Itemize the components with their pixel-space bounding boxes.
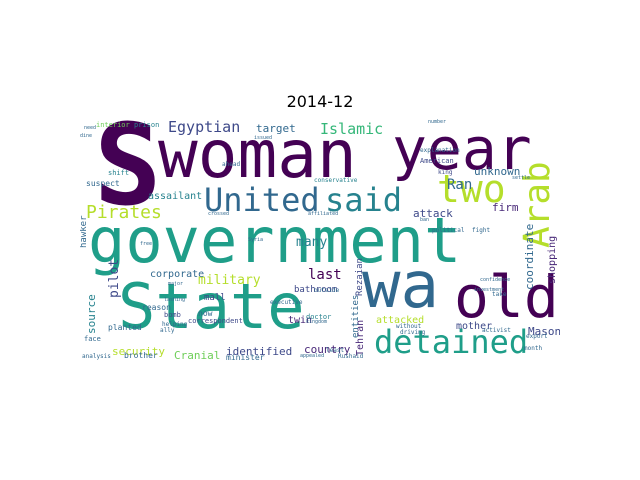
word-unknown: unknown (474, 165, 521, 178)
word-entities: entities (351, 294, 361, 338)
word-hawker: hawker (80, 215, 89, 248)
word-ran: Ran (447, 177, 473, 193)
word-islamic: Islamic (320, 120, 384, 138)
word-coordinate: coordinate (523, 223, 536, 290)
word-take: take (492, 291, 507, 298)
word-military: military (198, 273, 261, 288)
word-rezaian: Rezaian (355, 258, 365, 296)
word-affiliated: affiliated (308, 211, 339, 217)
word-ban: ban (420, 217, 430, 223)
word-suspect: suspect (86, 179, 120, 188)
word-assailant: assailant (148, 191, 203, 202)
word-month: month (524, 345, 543, 352)
word-last: last (308, 267, 342, 283)
word-confidence: confidence (480, 277, 511, 283)
word-activist: activist (482, 327, 511, 334)
word-executive: executive (270, 299, 303, 306)
word-many: many (296, 235, 328, 250)
word-driving: driving (400, 329, 426, 336)
word-dine: dine (80, 133, 93, 139)
word-shopping: shopping (547, 235, 558, 284)
word-minister: minister (226, 353, 265, 362)
word-planted: planted (108, 323, 142, 332)
word-helping: helping (162, 321, 188, 328)
word-prison: prison (134, 121, 160, 129)
word-said: said (325, 181, 403, 219)
word-two: two (437, 167, 506, 211)
word-attacked: attacked (376, 315, 425, 326)
word-bathroom: bathroom (294, 285, 338, 295)
word-year: year (392, 118, 532, 183)
word-wa: wa (362, 249, 440, 323)
word-mother: mother (456, 321, 493, 332)
word-face: face (84, 335, 101, 343)
word-analysis: analysis (82, 353, 111, 360)
word-export: export (526, 333, 548, 340)
word-ahead: ahead (222, 161, 241, 168)
word-explanation: explanation (420, 147, 460, 154)
word-country: country (304, 343, 351, 356)
word-government: government (88, 204, 462, 277)
word-mall: mall (204, 293, 226, 303)
word-shift: shift (108, 169, 130, 177)
word-need: need (84, 125, 97, 131)
word-correspondent: correspondent (188, 317, 243, 325)
word-least: least (326, 347, 345, 354)
word-investment: investment (474, 287, 505, 293)
word-lashing: lashing (164, 297, 186, 303)
word-bomb: bomb (164, 311, 181, 319)
word-cranial: Cranial (174, 349, 221, 361)
word-pilot: pilot (107, 258, 122, 298)
word-king: king (438, 169, 453, 176)
word-appealed: appealed (300, 353, 325, 359)
word-woman: woman (158, 118, 357, 193)
word-attack: attack (413, 207, 453, 220)
word-brother: brother (124, 351, 158, 360)
word-now: now (198, 309, 213, 318)
word-pirates: Pirates (86, 202, 162, 223)
word-egyptian: Egyptian (168, 118, 241, 136)
word-target: target (256, 122, 296, 135)
word-conservative: conservative (314, 177, 358, 184)
word-state: State (118, 270, 305, 343)
word-doctor: doctor (306, 313, 332, 321)
word-without: without (396, 323, 422, 330)
word-identified: identified (226, 345, 293, 358)
word-detained: detained (374, 323, 529, 361)
word-security: security (112, 345, 165, 358)
word-twin: twin (288, 315, 313, 326)
word-ally: ally (160, 327, 175, 334)
word-crossed: crossed (208, 211, 230, 217)
word-outside: outside (314, 287, 340, 294)
word-syria: Syria (248, 237, 264, 243)
word-number: number (428, 119, 447, 125)
word-kingdom: kingdom (306, 319, 328, 325)
word-old: old (454, 263, 559, 331)
word-political: political (432, 227, 465, 234)
word-major: major (168, 281, 184, 287)
word-mason: Mason (528, 325, 560, 338)
word-rushaid: Rushaid (338, 353, 364, 360)
word-cloud: S woman year Arab United said two govern… (80, 118, 560, 361)
word-issued: issued (254, 135, 273, 141)
word-free: free (140, 241, 153, 247)
word-settle: settle (512, 175, 531, 181)
word-firm: firm (492, 201, 519, 214)
word-source: source (85, 294, 98, 334)
word-fight: fight (472, 227, 491, 234)
word-s: S (94, 118, 162, 231)
word-american: American (420, 157, 454, 165)
word-united: United (204, 181, 320, 219)
chart-title: 2014-12 (286, 92, 354, 111)
word-corporate: corporate (150, 269, 205, 280)
word-interior: interior (96, 121, 130, 129)
word-reason: reason (142, 303, 171, 312)
